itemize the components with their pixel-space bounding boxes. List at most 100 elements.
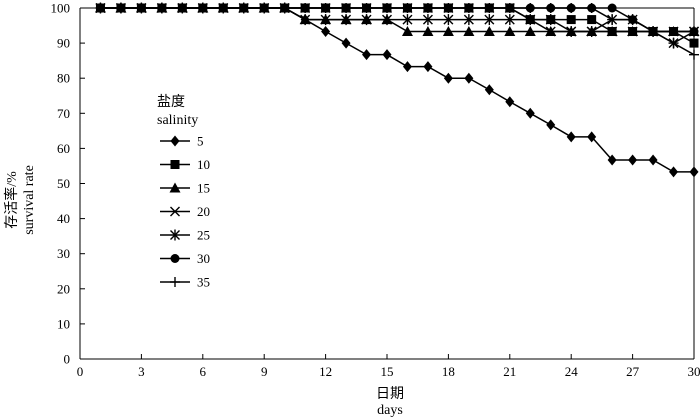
y-axis-label-en: survival rate [22,165,37,235]
data-point [586,26,598,37]
legend-label: 25 [197,228,210,243]
y-tick-label: 20 [57,281,70,296]
marker-stroke [170,206,180,217]
data-point [669,27,679,37]
data-point [177,2,187,14]
data-point [505,96,515,108]
data-point [484,14,495,26]
y-tick-label: 10 [57,316,70,331]
data-point [484,84,494,96]
data-point [361,14,373,25]
data-point [423,3,433,13]
data-point [170,277,180,287]
data-point [607,27,617,37]
data-point [546,15,556,25]
legend-items: 5 10 15 20 25 30 35 [160,134,210,290]
data-point [443,14,454,26]
data-point [463,26,475,37]
y-tick-label: 90 [57,36,70,51]
x-axis-label-cn: 日期 [376,386,404,402]
legend-item-5: 5 [160,134,204,149]
data-point [280,2,290,14]
x-tick-label: 0 [77,364,84,379]
data-point [136,2,146,14]
data-point [170,160,180,169]
data-point [668,37,679,49]
data-point [546,119,556,131]
x-axis-label-en: days [377,403,403,418]
series-5 [95,2,699,178]
legend-label: 35 [197,275,210,290]
x-tick-label: 30 [688,364,700,379]
legend-item-15: 15 [160,181,210,196]
data-point [689,49,699,60]
data-point [239,2,249,14]
legend-label: 15 [197,181,210,196]
data-point [587,3,597,13]
data-point [525,107,535,119]
data-point [505,3,515,13]
data-point [524,26,536,37]
data-point [464,72,474,84]
data-point [402,14,413,26]
data-point [423,61,433,73]
data-point [443,72,453,84]
series-line-5 [100,7,694,173]
data-point [218,2,228,14]
data-point [587,15,597,25]
data-point [566,131,576,143]
data-point [95,2,105,14]
data-point [607,154,617,166]
data-point [341,37,351,49]
x-tick-label: 12 [319,364,332,379]
data-point [689,38,699,48]
x-tick-label: 21 [503,364,516,379]
data-point [525,15,535,25]
data-point [401,26,413,37]
data-point [566,3,576,13]
data-point [565,26,577,37]
data-point [157,2,167,14]
data-point [381,14,393,25]
y-tick-label: 50 [57,176,70,191]
x-tick-label: 18 [442,364,455,379]
data-point [320,14,332,25]
x-tick-label: 9 [261,364,268,379]
data-point [463,14,474,26]
data-point [648,154,658,166]
legend-label: 20 [197,204,210,219]
legend-item-30: 30 [160,251,210,266]
data-point [341,3,351,13]
legend-label: 5 [197,134,204,149]
data-point [669,166,679,178]
data-point [402,61,412,73]
data-point [628,154,638,166]
data-point [300,14,310,26]
data-point [689,166,699,178]
data-point [648,27,658,37]
data-point [170,229,180,241]
y-tick-label: 80 [57,71,70,86]
data-point [464,3,474,13]
legend-label: 30 [197,251,210,266]
data-point [169,182,181,193]
series-layer [94,2,700,178]
legend-title-cn: 盐度 [157,94,185,110]
data-point [321,26,331,38]
data-point [483,26,495,37]
x-tick-label: 27 [626,364,640,379]
legend-item-35: 35 [160,275,210,290]
y-axis-label-cn: 存活率/% [3,171,20,229]
axes: 0 10 20 30 40 50 60 70 80 90 100 0 3 6 9 12 15 18 21 24 27 30 [51,1,700,380]
data-point [484,3,494,13]
y-tick-label: 0 [64,352,71,367]
data-point [566,15,576,25]
y-tick-label: 100 [51,1,71,16]
legend-label: 10 [197,157,210,172]
data-point [362,49,372,61]
data-point [402,3,412,13]
data-point [170,206,180,217]
data-point [443,3,453,13]
data-point [587,131,597,143]
